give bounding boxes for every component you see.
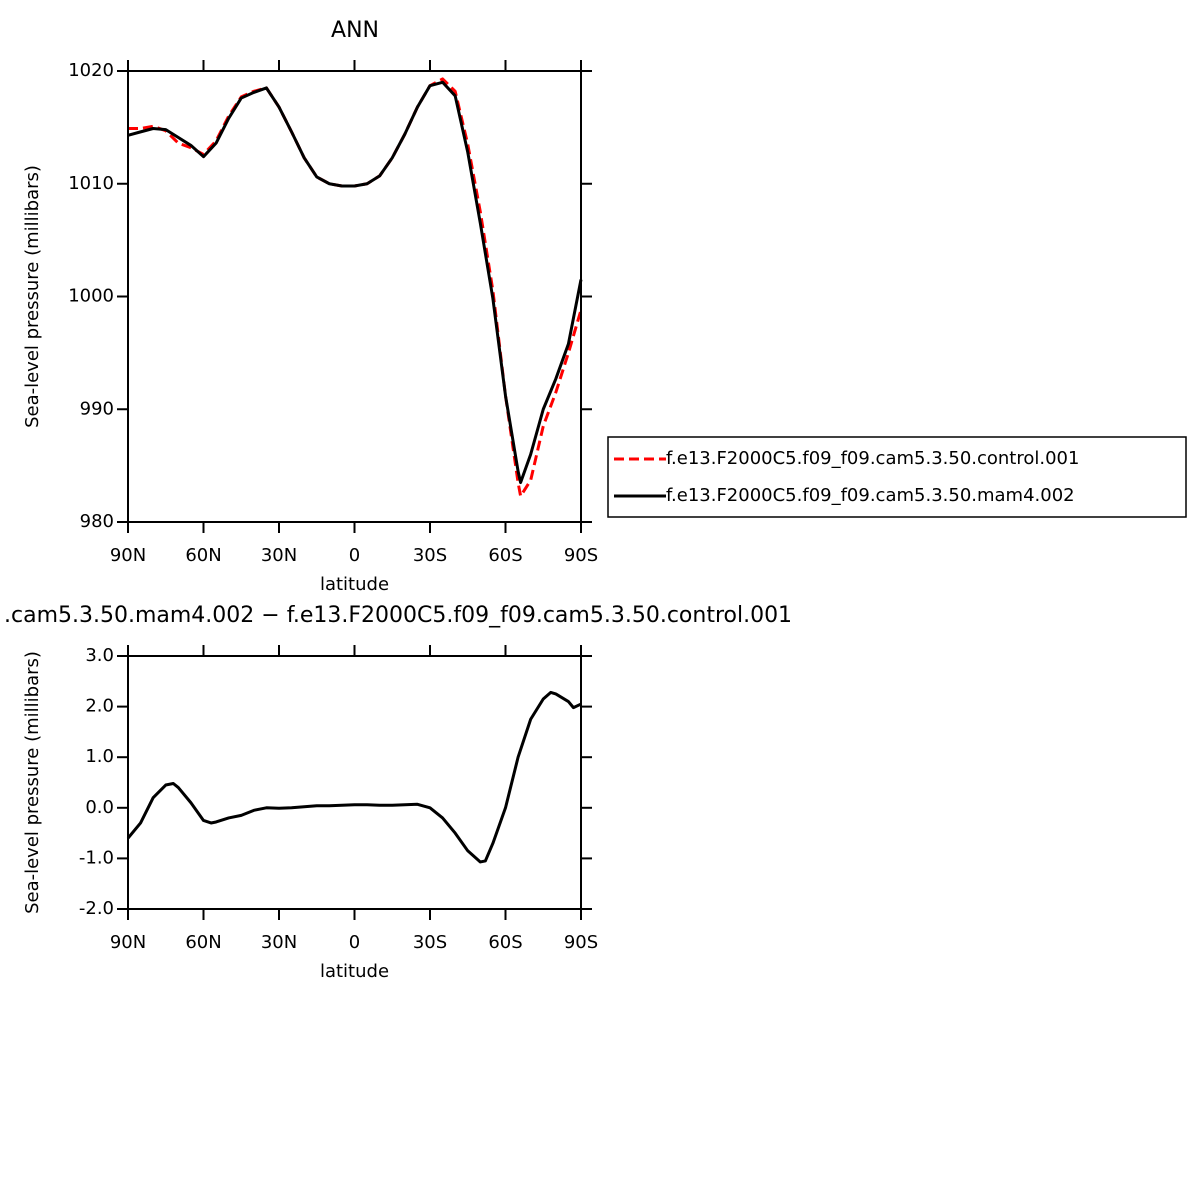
y-tick-label: 3.0: [85, 645, 114, 666]
legend-label: f.e13.F2000C5.f09_f09.cam5.3.50.control.…: [666, 448, 1079, 469]
plot-frame: [127, 655, 582, 910]
chart-title: .cam5.3.50.mam4.002 − f.e13.F2000C5.f09_…: [4, 603, 792, 628]
y-tick-label: -2.0: [79, 898, 114, 919]
data-line: [126, 690, 582, 864]
data-line: [127, 80, 583, 485]
x-tick-label: 30N: [261, 932, 297, 953]
y-tick-label: 980: [80, 511, 114, 532]
plot-frame: [127, 70, 582, 523]
x-tick-label: 90N: [110, 545, 146, 566]
y-tick-label: 1010: [68, 173, 114, 194]
y-axis-label: Sea-level pressure (millibars): [22, 651, 43, 914]
x-tick-label: 90S: [564, 932, 598, 953]
x-axis-label: latitude: [320, 574, 389, 595]
y-tick-label: 1.0: [85, 746, 114, 767]
x-tick-label: 30S: [413, 545, 447, 566]
y-tick-label: -1.0: [79, 847, 114, 868]
legend-box: [607, 436, 1187, 518]
y-axis-label: Sea-level pressure (millibars): [22, 165, 43, 428]
x-tick-label: 60N: [185, 932, 221, 953]
x-tick-label: 30N: [261, 545, 297, 566]
x-tick-label: 30S: [413, 932, 447, 953]
x-tick-label: 60S: [488, 932, 522, 953]
x-tick-label: 90N: [110, 932, 146, 953]
y-tick-label: 1000: [68, 286, 114, 307]
y-tick-label: 990: [80, 398, 114, 419]
y-tick-label: 2.0: [85, 696, 114, 717]
x-axis-label: latitude: [320, 961, 389, 982]
x-tick-label: 0: [349, 545, 360, 566]
y-tick-label: 0.0: [85, 797, 114, 818]
x-tick-label: 90S: [564, 545, 598, 566]
x-tick-label: 60S: [488, 545, 522, 566]
x-tick-label: 0: [349, 932, 360, 953]
legend-label: f.e13.F2000C5.f09_f09.cam5.3.50.mam4.002: [666, 485, 1075, 506]
y-tick-label: 1020: [68, 60, 114, 81]
chart-title: ANN: [331, 18, 379, 43]
x-tick-label: 60N: [185, 545, 221, 566]
